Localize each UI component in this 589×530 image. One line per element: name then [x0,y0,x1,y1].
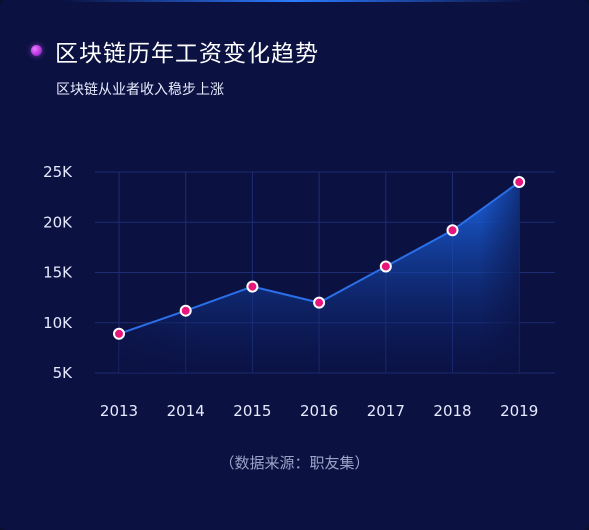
data-point-2014[interactable] [179,304,192,317]
data-point-2019[interactable] [513,176,526,189]
data-point-2013[interactable] [113,327,125,340]
data-point-2015[interactable] [246,280,259,293]
x-tick-label: 2016 [300,402,338,420]
y-tick-label: 10K [43,314,73,332]
data-source-note: （数据来源：职友集） [219,454,370,472]
x-tick-label: 2018 [433,402,471,420]
x-axis-labels: 2013 2014 2015 2016 2017 2018 2019 [100,402,538,420]
y-tick-label: 20K [43,213,73,231]
chart-title: 区块链历年工资变化趋势 [55,41,319,67]
x-tick-label: 2019 [500,402,538,420]
y-axis-labels: 5K 10K 15K 20K 25K [43,163,73,382]
data-point-2018[interactable] [446,224,459,237]
y-tick-label: 15K [43,264,73,282]
area-edge-fade [119,182,520,373]
data-point-2016[interactable] [313,296,326,309]
x-tick-label: 2015 [233,402,271,420]
x-tick-label: 2014 [167,402,205,420]
x-tick-label: 2013 [100,402,138,420]
title-bullet-icon [31,45,42,56]
data-markers [113,176,526,340]
y-tick-label: 25K [43,163,73,181]
top-glow-line [60,0,529,2]
y-tick-label: 5K [53,364,74,382]
data-point-2017[interactable] [379,260,392,273]
chart-subtitle: 区块链从业者收入稳步上涨 [56,82,224,98]
x-tick-label: 2017 [367,402,405,420]
